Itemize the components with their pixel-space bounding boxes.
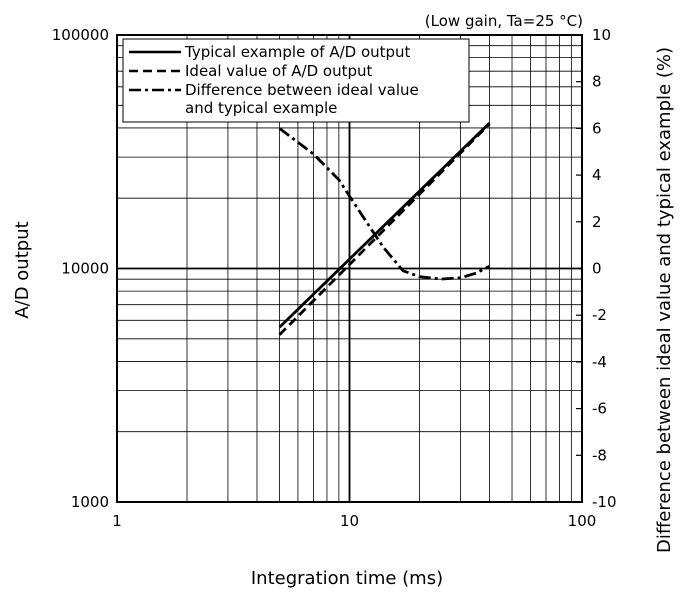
x-tick-label: 10: [340, 512, 359, 530]
tick-labels: 1 10 100 1000 10000 100000 -10 -8 -6 -4 -2 0 2 4 6 8 10: [52, 26, 617, 530]
series-line-1: [278, 121, 491, 329]
x-tick-label: 100: [568, 512, 597, 530]
series-line-2: [278, 122, 491, 336]
y-axis-label: A/D output: [12, 221, 33, 318]
y2-tick-label: -8: [592, 446, 607, 464]
y2-tick-label: 0: [592, 260, 602, 278]
legend-label-1: Typical example of A/D output: [184, 43, 411, 61]
y2-tick-label: -10: [592, 493, 617, 511]
y2-axis-label: Difference between ideal value and typic…: [654, 47, 675, 553]
chart-marks: [278, 121, 491, 336]
series-line-3: [278, 127, 491, 281]
chart-note: (Low gain, Ta=25 °C): [425, 12, 583, 30]
y2-tick-label: -2: [592, 306, 607, 324]
y2-tick-label: -6: [592, 400, 607, 418]
y-tick-label: 100000: [52, 26, 109, 44]
legend-label-3: Difference between ideal value and typica…: [185, 81, 419, 117]
x-tick-label: 1: [112, 512, 122, 530]
y2-tick-label: 6: [592, 119, 602, 137]
y2-tick-label: 2: [592, 213, 602, 231]
legend-label-2: Ideal value of A/D output: [185, 62, 372, 80]
y2-tick-label: 10: [592, 26, 611, 44]
y-tick-label: 10000: [61, 260, 109, 278]
y2-tick-label: 4: [592, 166, 602, 184]
y2-tick-label: -4: [592, 353, 607, 371]
x-axis-label: Integration time (ms): [251, 568, 443, 589]
y2-tick-label: 8: [592, 73, 602, 91]
y-tick-label: 1000: [71, 493, 109, 511]
